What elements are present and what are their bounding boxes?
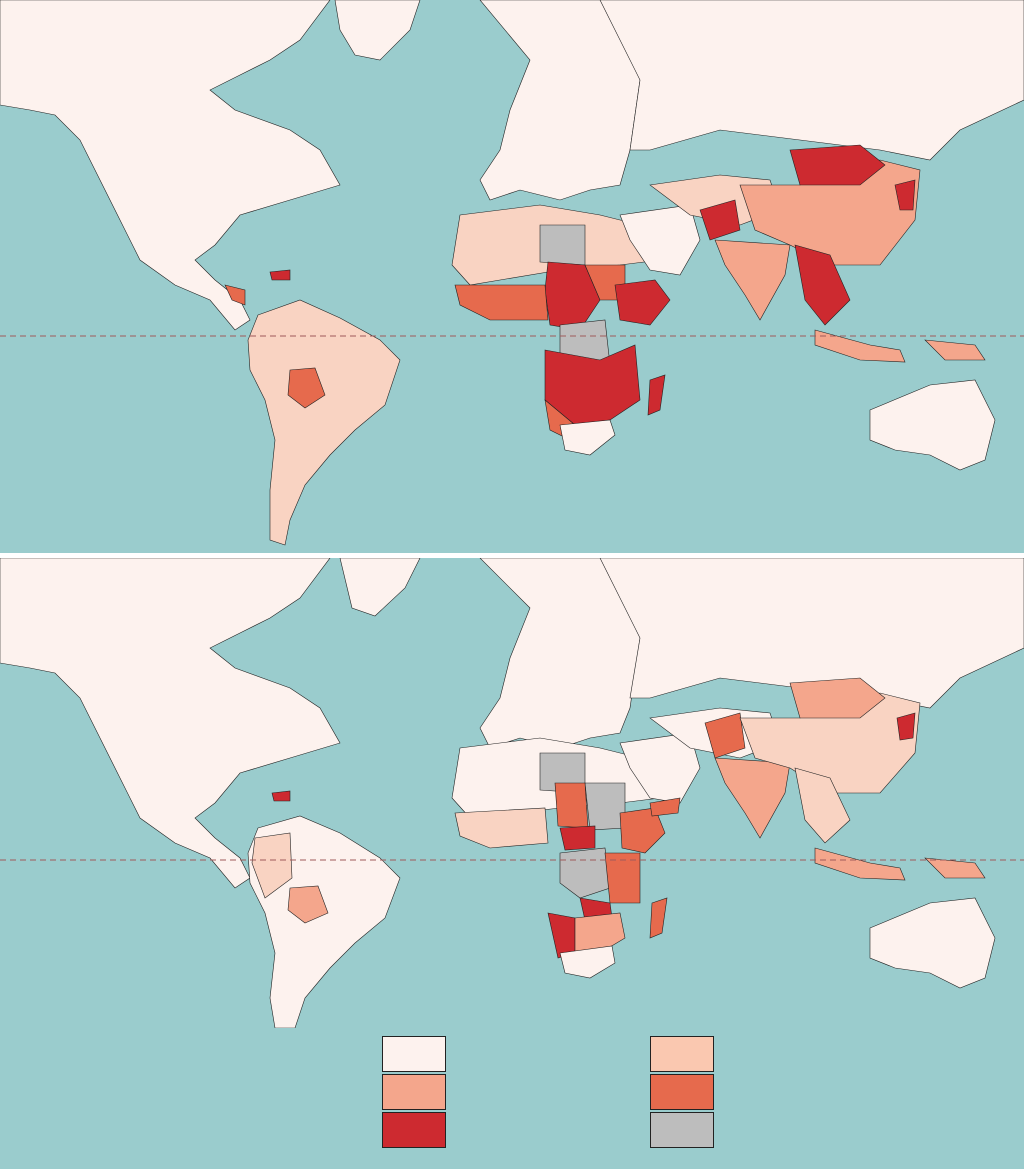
chad-sudan	[584, 782, 626, 831]
southeast-asia-dark	[794, 244, 851, 326]
australia	[869, 897, 996, 989]
libya	[539, 224, 586, 266]
central-america	[224, 284, 246, 306]
south-africa	[559, 419, 616, 456]
greenland	[334, 0, 421, 61]
legend	[0, 1032, 1024, 1162]
south-africa	[559, 945, 616, 979]
southern-africa	[574, 912, 626, 954]
legend-swatch-dark	[382, 1112, 446, 1148]
afghanistan	[699, 199, 741, 241]
mongolia	[789, 144, 886, 186]
bottom-map-svg	[0, 558, 1024, 1028]
legend-swatch-land	[382, 1036, 446, 1072]
legend-swatch-light	[650, 1036, 714, 1072]
bolivia	[287, 885, 329, 924]
north-america	[0, 0, 341, 331]
north-america	[0, 558, 341, 889]
car	[559, 825, 596, 851]
png	[924, 339, 986, 361]
haiti	[269, 269, 291, 281]
legend-left-column	[382, 1036, 448, 1150]
ethiopia	[619, 807, 666, 854]
russia	[599, 0, 1024, 161]
australia	[869, 379, 996, 471]
madagascar	[649, 897, 668, 939]
north-korea	[896, 712, 916, 741]
top-map-svg	[0, 0, 1024, 555]
madagascar	[647, 374, 666, 416]
legend-swatch-medium-light	[382, 1074, 446, 1110]
png	[924, 857, 986, 879]
legend-right-column	[650, 1036, 716, 1150]
east-africa	[604, 852, 641, 904]
ethiopia	[614, 279, 671, 326]
north-korea	[894, 179, 916, 211]
west-africa	[454, 807, 549, 849]
indonesia	[814, 847, 906, 881]
niger	[554, 782, 589, 829]
andean	[251, 832, 293, 899]
legend-swatch-medium	[650, 1074, 714, 1110]
indonesia	[814, 329, 906, 363]
bottom-world-map	[0, 558, 1024, 1028]
top-world-map	[0, 0, 1024, 555]
legend-swatch-no-data	[650, 1112, 714, 1148]
west-africa	[454, 284, 549, 321]
yemen	[649, 797, 681, 817]
panel-divider	[0, 553, 1024, 559]
pakistan	[704, 712, 746, 759]
bolivia	[287, 367, 326, 409]
greenland	[339, 558, 421, 617]
haiti	[271, 790, 291, 802]
southeast-asia	[794, 767, 851, 844]
mongolia	[789, 677, 886, 719]
